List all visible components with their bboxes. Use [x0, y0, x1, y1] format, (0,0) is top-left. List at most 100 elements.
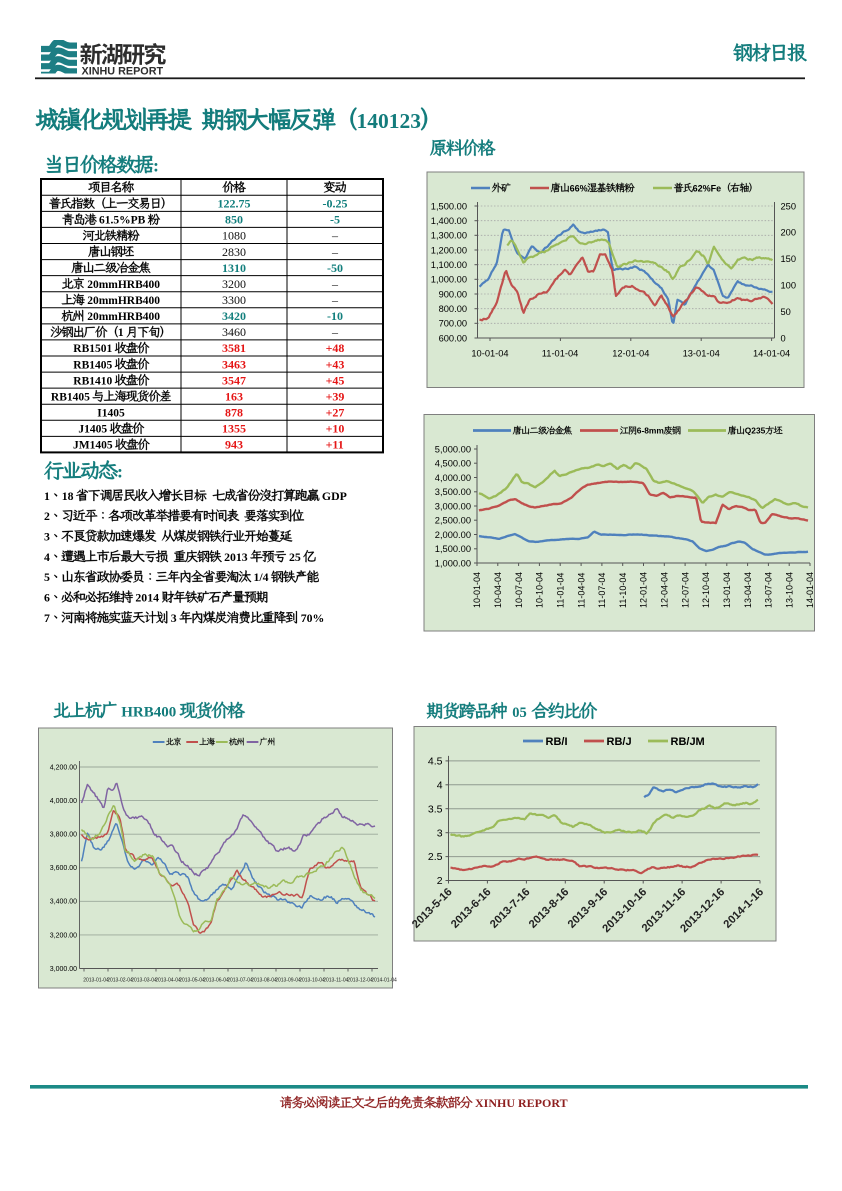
- svg-text:2013-12-04: 2013-12-04: [347, 977, 373, 983]
- svg-text:1,100.00: 1,100.00: [431, 260, 467, 270]
- svg-text:878: 878: [225, 406, 243, 420]
- svg-text:2013-07-04: 2013-07-04: [227, 977, 253, 983]
- svg-text:3300: 3300: [222, 293, 246, 307]
- svg-text:10-01-04: 10-01-04: [471, 349, 508, 359]
- svg-text:10-10-04: 10-10-04: [535, 572, 545, 608]
- svg-text:3.5: 3.5: [428, 803, 443, 815]
- svg-text:+45: +45: [326, 373, 345, 387]
- svg-text:900.00: 900.00: [439, 289, 467, 299]
- svg-text:1,000.00: 1,000.00: [431, 275, 467, 285]
- svg-text:4: 4: [437, 779, 443, 791]
- svg-text:–: –: [331, 229, 339, 243]
- svg-text:+48: +48: [326, 341, 345, 355]
- svg-text:1: 1: [44, 489, 50, 503]
- svg-text:–: –: [331, 325, 339, 339]
- svg-text:3,000.00: 3,000.00: [50, 966, 77, 973]
- svg-text:200: 200: [781, 228, 797, 238]
- svg-text:-5: -5: [330, 213, 340, 227]
- svg-text:1355: 1355: [222, 422, 246, 436]
- svg-text:+10: +10: [326, 422, 345, 436]
- svg-text:3: 3: [44, 530, 50, 544]
- svg-text:2: 2: [44, 509, 50, 523]
- svg-text:100: 100: [781, 281, 797, 291]
- svg-text:1,500.00: 1,500.00: [431, 201, 467, 211]
- svg-text:13-04-04: 13-04-04: [743, 572, 753, 608]
- svg-text:163: 163: [225, 389, 243, 403]
- svg-text::: :: [117, 462, 123, 482]
- svg-text:3463: 3463: [222, 357, 246, 371]
- svg-text:11-01-04: 11-01-04: [542, 349, 579, 359]
- svg-text:2830: 2830: [222, 245, 246, 259]
- svg-text:HRB400: HRB400: [121, 705, 176, 721]
- svg-text:6: 6: [44, 591, 50, 605]
- svg-text:J1405: J1405: [78, 424, 107, 436]
- svg-text:10-04-04: 10-04-04: [493, 572, 503, 608]
- svg-text:2014: 2014: [135, 591, 159, 605]
- svg-text:2,500.00: 2,500.00: [435, 516, 471, 526]
- svg-text:XINHU REPORT: XINHU REPORT: [82, 66, 164, 78]
- svg-text:1/4: 1/4: [254, 570, 269, 584]
- svg-text:XINHU REPORT: XINHU REPORT: [475, 1096, 568, 1110]
- svg-text:–: –: [331, 277, 339, 291]
- svg-text:800.00: 800.00: [439, 304, 467, 314]
- svg-text:600.00: 600.00: [439, 333, 467, 343]
- svg-text:Q235: Q235: [745, 426, 766, 436]
- svg-text:66%: 66%: [570, 183, 588, 193]
- svg-text:2013-06-04: 2013-06-04: [203, 977, 229, 983]
- svg-text:2013-10-04: 2013-10-04: [299, 977, 325, 983]
- svg-text:–: –: [331, 245, 339, 259]
- svg-text:70%: 70%: [301, 611, 325, 625]
- svg-text:1: 1: [118, 327, 124, 339]
- svg-text:1,400.00: 1,400.00: [431, 216, 467, 226]
- svg-text:+27: +27: [326, 406, 345, 420]
- svg-text:4,000.00: 4,000.00: [435, 473, 471, 483]
- svg-text:3,000.00: 3,000.00: [435, 501, 471, 511]
- svg-text:2013-09-04: 2013-09-04: [275, 977, 301, 983]
- svg-text:RB1501: RB1501: [73, 343, 112, 355]
- svg-text:RB1405: RB1405: [73, 359, 112, 371]
- svg-text:+43: +43: [326, 357, 345, 371]
- svg-text:2013-01-04: 2013-01-04: [83, 977, 109, 983]
- svg-text:3460: 3460: [222, 325, 246, 339]
- svg-text:1310: 1310: [222, 261, 246, 275]
- svg-text:3420: 3420: [222, 309, 246, 323]
- svg-text:10-07-04: 10-07-04: [514, 572, 524, 608]
- svg-text:3,400.00: 3,400.00: [50, 899, 77, 906]
- svg-text:2014-01-04: 2014-01-04: [371, 977, 397, 983]
- svg-text:5: 5: [44, 570, 50, 584]
- svg-text:140123: 140123: [357, 109, 422, 133]
- svg-text:RB/I: RB/I: [546, 736, 568, 748]
- svg-text:4,500.00: 4,500.00: [435, 459, 471, 469]
- svg-text:-50: -50: [327, 261, 343, 275]
- svg-text:14-01-04: 14-01-04: [753, 349, 790, 359]
- svg-text:-0.25: -0.25: [323, 197, 348, 211]
- svg-text:RB1410: RB1410: [73, 375, 112, 387]
- svg-text:13-01-04: 13-01-04: [683, 349, 720, 359]
- svg-text:50: 50: [781, 307, 791, 317]
- svg-text:2013-02-04: 2013-02-04: [107, 977, 133, 983]
- svg-text:14-01-04: 14-01-04: [805, 572, 815, 608]
- svg-text:3: 3: [437, 827, 443, 839]
- svg-text:3200: 3200: [222, 277, 246, 291]
- svg-text:3,500.00: 3,500.00: [435, 487, 471, 497]
- svg-text:12-04-04: 12-04-04: [660, 572, 670, 608]
- svg-text:GDP: GDP: [322, 489, 347, 503]
- svg-text:13-07-04: 13-07-04: [764, 572, 774, 608]
- svg-text:3547: 3547: [222, 373, 246, 387]
- svg-text:25: 25: [289, 550, 301, 564]
- svg-text:12-01-04: 12-01-04: [639, 572, 649, 608]
- svg-text:+11: +11: [326, 438, 344, 452]
- svg-text:JM1405: JM1405: [73, 440, 113, 452]
- svg-text:0: 0: [781, 333, 786, 343]
- svg-text:4,200.00: 4,200.00: [50, 764, 77, 771]
- svg-text:11-04-04: 11-04-04: [576, 573, 586, 608]
- svg-text:4.5: 4.5: [428, 756, 443, 768]
- svg-text:3,600.00: 3,600.00: [50, 865, 77, 872]
- svg-text:3: 3: [171, 611, 177, 625]
- svg-text:-10: -10: [327, 309, 343, 323]
- svg-text:2013: 2013: [224, 550, 248, 564]
- svg-text:2013-08-04: 2013-08-04: [251, 977, 277, 983]
- svg-text:2: 2: [437, 875, 443, 887]
- svg-text:1,200.00: 1,200.00: [431, 245, 467, 255]
- svg-text:3,800.00: 3,800.00: [50, 832, 77, 839]
